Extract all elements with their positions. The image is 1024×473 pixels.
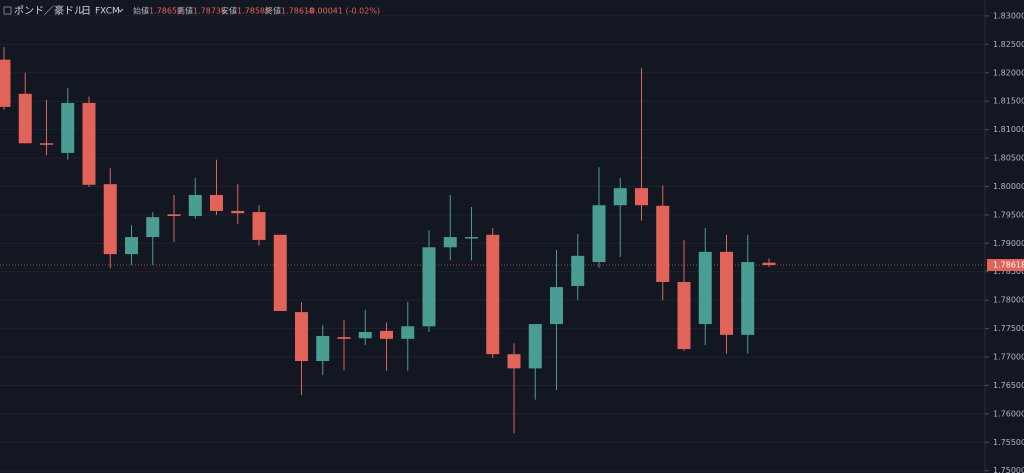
field-value: 1.78618 [281, 7, 314, 16]
candle-body [677, 281, 691, 350]
candle-body [401, 326, 415, 339]
candle-body [465, 237, 478, 239]
candle-body [358, 332, 372, 339]
candle-body [125, 237, 138, 255]
field-label: 高値 [177, 6, 193, 16]
candle-body [592, 205, 606, 263]
candle-body [61, 102, 75, 153]
y-tick-label: 1.81500 [993, 97, 1024, 106]
y-tick-label: 1.75000 [993, 466, 1024, 473]
candle-body [167, 214, 181, 217]
menu-icon [3, 6, 12, 15]
candle-body [571, 255, 585, 286]
y-tick-label: 1.77000 [993, 353, 1024, 362]
y-tick-label: 1.76500 [993, 381, 1024, 390]
candle-body [273, 234, 287, 311]
field-label: 安値 [221, 6, 237, 16]
candle-body [188, 194, 202, 217]
candle-body [252, 212, 266, 240]
candle-body [422, 247, 436, 327]
y-tick-label: 1.78000 [993, 296, 1024, 305]
source[interactable]: FXCM [95, 7, 120, 17]
candle-body [295, 312, 308, 362]
interval[interactable]: 日 [81, 6, 91, 17]
candle-body [103, 184, 117, 255]
candle-body [210, 194, 223, 211]
candle-body [146, 217, 160, 238]
y-tick-label: 1.83000 [993, 11, 1024, 20]
candle-body [528, 324, 542, 369]
field-value: 1.78736 [193, 7, 226, 16]
candle-body [613, 188, 627, 206]
candle-body [40, 143, 53, 145]
candle-body [18, 93, 32, 144]
y-tick-label: 1.77500 [993, 324, 1024, 333]
candle-body [762, 262, 776, 266]
y-tick-label: 1.79000 [993, 239, 1024, 248]
candle-body [316, 335, 330, 362]
y-tick-label: 1.78500 [993, 267, 1024, 276]
y-tick-label: 1.76000 [993, 409, 1024, 418]
candle-body [635, 188, 648, 206]
candles [0, 47, 776, 434]
y-tick-label: 1.75500 [993, 438, 1024, 447]
symbol: ポンド／豪ドル [14, 4, 84, 17]
y-axis: 1.75000 1.75500 1.76000 1.76500 1.77000 1.775… [985, 11, 1024, 473]
candle-body [486, 234, 500, 355]
candle-body [0, 59, 11, 107]
candle-body [741, 262, 755, 335]
y-tick-label: 1.81000 [993, 125, 1024, 134]
candle-body [656, 205, 670, 282]
field-label: 終値 [265, 6, 281, 16]
y-tick-label: 1.82000 [993, 68, 1024, 77]
y-tick-label: 1.82500 [993, 40, 1024, 49]
y-tick-label: 1.80000 [993, 182, 1024, 191]
field-label: 始値 [133, 6, 149, 16]
change: -0.00041 (-0.02%) [307, 7, 380, 16]
dropdown-icon[interactable] [117, 8, 124, 13]
candle-body [720, 251, 733, 335]
candle-body [82, 102, 96, 185]
candle-body [507, 354, 521, 369]
candle-body [231, 210, 245, 214]
last-price-label: 1.78618 [993, 261, 1024, 270]
candle-body [380, 330, 393, 339]
y-tick-label: 1.80500 [993, 154, 1024, 163]
field-value: 1.78585 [237, 7, 270, 16]
candle-body [698, 251, 712, 325]
field-value: 1.78659 [149, 7, 182, 16]
candle-body [550, 287, 563, 325]
last-price-tag [987, 259, 1024, 272]
candle-body [443, 237, 457, 248]
candle-body [337, 337, 351, 339]
y-tick-label: 1.79500 [993, 210, 1024, 219]
